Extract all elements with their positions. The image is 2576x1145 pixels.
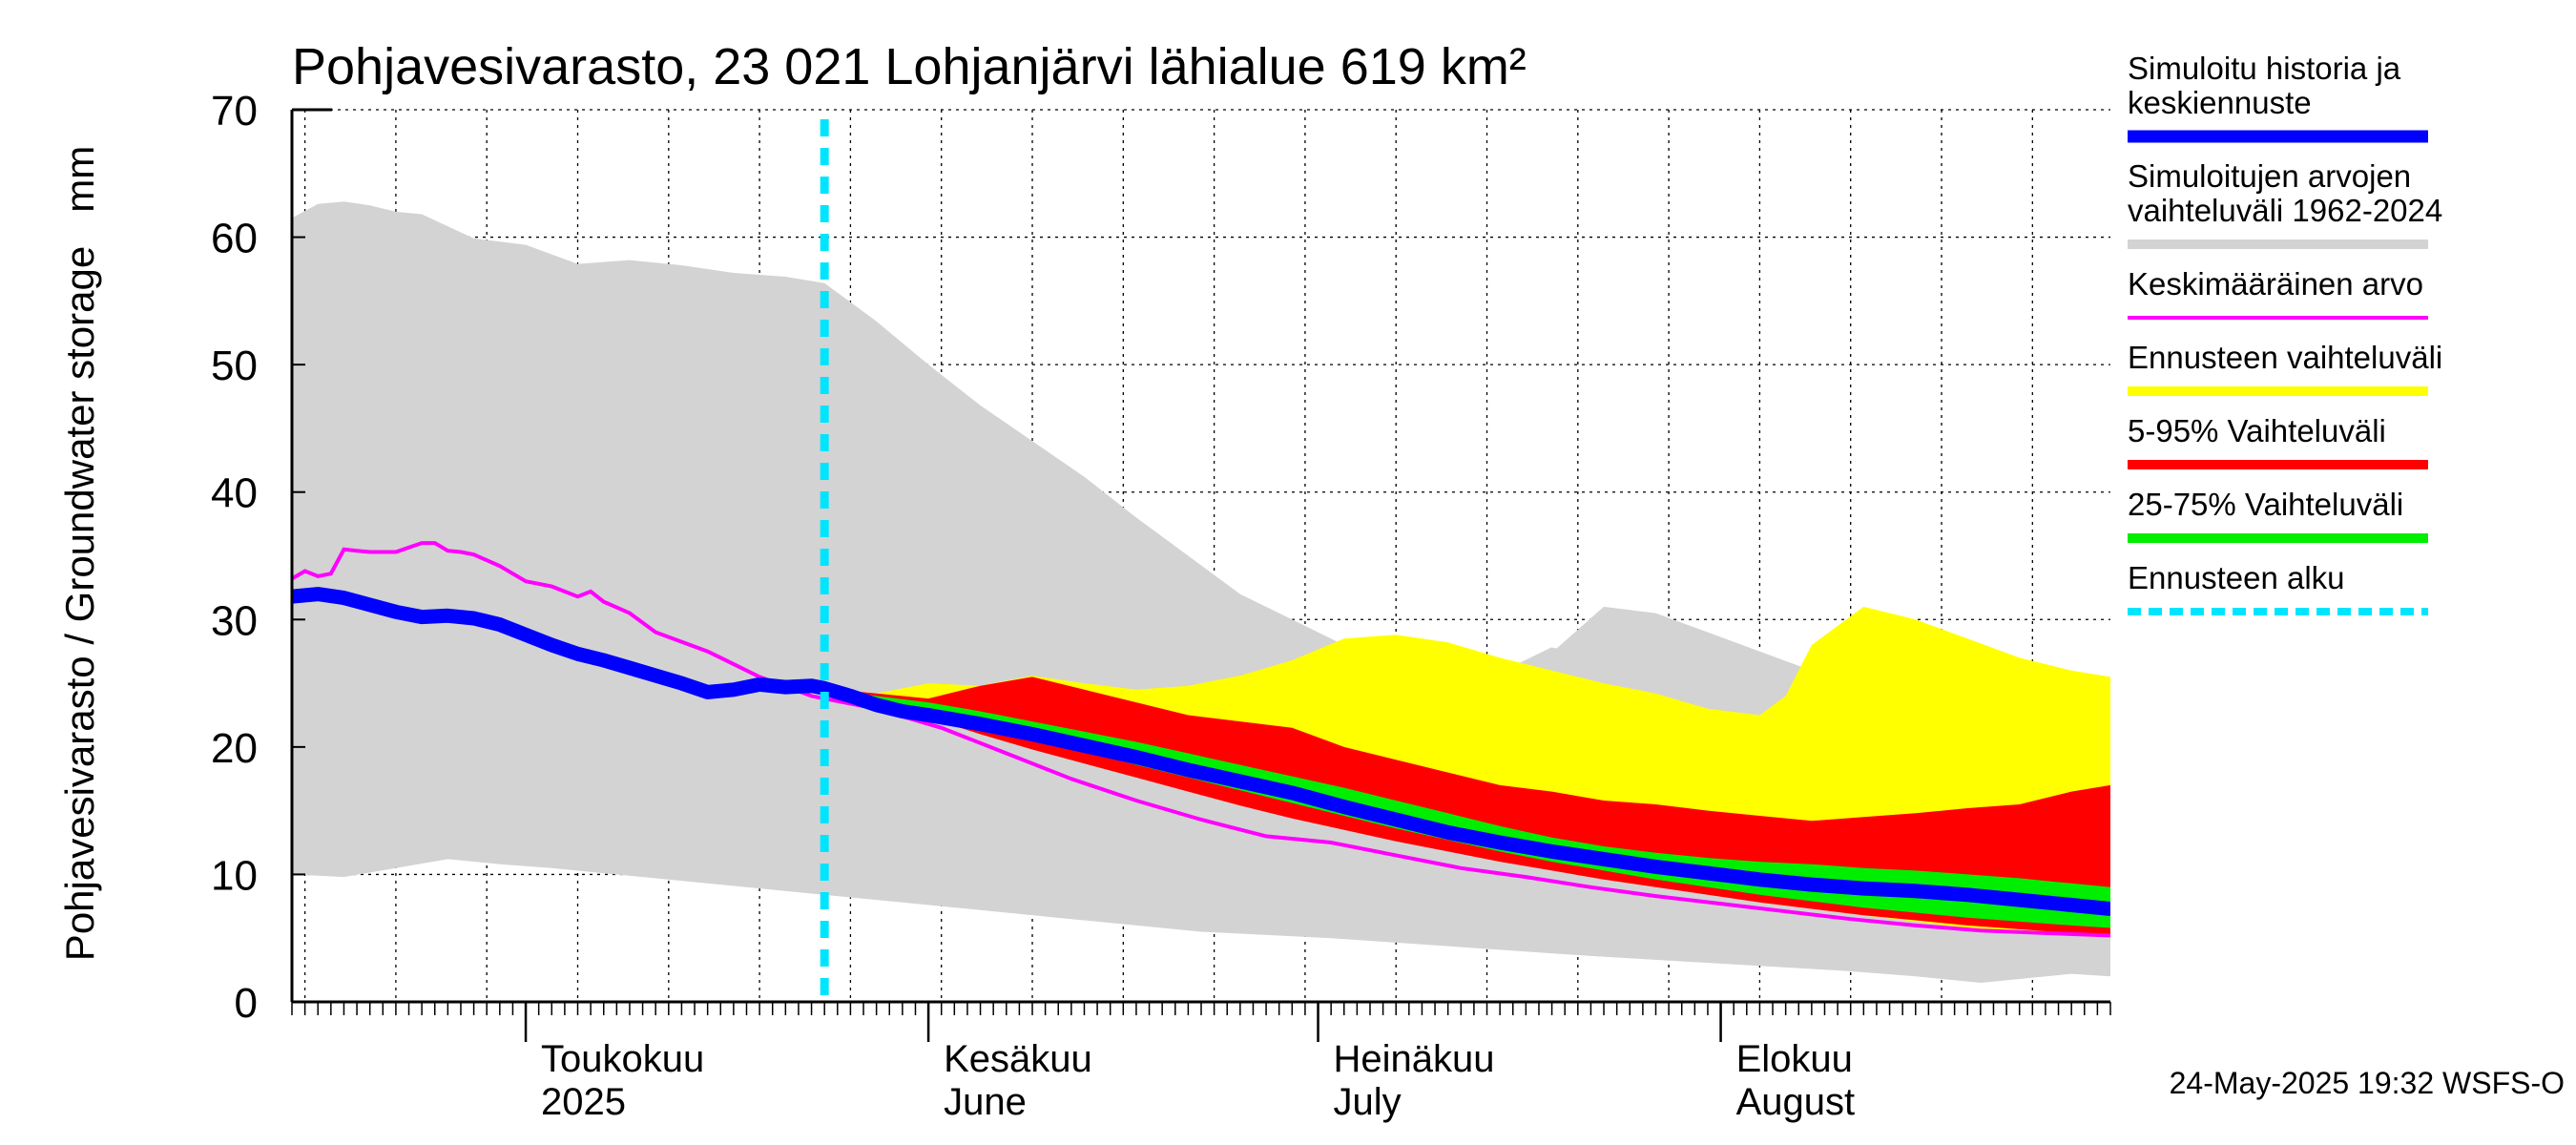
x-month-sublabel: July <box>1334 1081 1402 1123</box>
y-tick-label: 0 <box>235 980 258 1027</box>
y-tick-label: 60 <box>211 216 258 262</box>
chart-title: Pohjavesivarasto, 23 021 Lohjanjärvi läh… <box>292 38 1527 95</box>
legend-label: Ennusteen vaihteluväli <box>2128 340 2442 375</box>
legend-item-p25_75: 25-75% Vaihteluväli <box>2128 487 2428 543</box>
legend-item-p5_95: 5-95% Vaihteluväli <box>2128 413 2428 469</box>
legend-label: 5-95% Vaihteluväli <box>2128 413 2386 448</box>
x-month-sublabel: June <box>944 1081 1027 1123</box>
legend-item-fc_start: Ennusteen alku <box>2128 560 2428 615</box>
x-month-label: Kesäkuu <box>944 1038 1092 1080</box>
timestamp-footer: 24-May-2025 19:32 WSFS-O <box>2170 1066 2565 1100</box>
mean-line <box>292 541 2110 938</box>
bands-layer <box>292 119 2110 1002</box>
y-tick-label: 30 <box>211 597 258 644</box>
legend-label: Simuloitu historia ja <box>2128 51 2401 86</box>
p25-75-area <box>824 688 2110 928</box>
history-forecast-line <box>292 587 2110 916</box>
x-month-sublabel: 2025 <box>541 1081 626 1123</box>
y-tick-labels: 0 10 20 30 40 50 60 70 <box>211 88 258 1027</box>
legend-item-mean: Keskimääräinen arvo <box>2128 266 2428 320</box>
y-tick-label: 10 <box>211 852 258 899</box>
legend-label: 25-75% Vaihteluväli <box>2128 487 2403 522</box>
y-tick-label: 40 <box>211 470 258 517</box>
legend: Simuloitu historia jakeskiennusteSimuloi… <box>2128 51 2442 615</box>
x-month-label: Heinäkuu <box>1334 1038 1495 1080</box>
x-month-sublabel: August <box>1736 1081 1856 1123</box>
y-tick-label: 50 <box>211 343 258 389</box>
axes <box>290 108 2111 1042</box>
legend-label: keskiennuste <box>2128 85 2312 120</box>
y-tick-label: 70 <box>211 88 258 135</box>
legend-label: vaihteluväli 1962-2024 <box>2128 193 2442 228</box>
legend-label: Ennusteen alku <box>2128 560 2345 595</box>
y-axis-label: Pohjavesivarasto / Groundwater storage m… <box>57 146 102 961</box>
legend-label: Simuloitujen arvojen <box>2128 158 2411 194</box>
legend-item-fc_range: Ennusteen vaihteluväli <box>2128 340 2442 396</box>
x-month-label: Toukokuu <box>541 1038 704 1080</box>
legend-label: Keskimääräinen arvo <box>2128 266 2423 302</box>
y-tick-label: 20 <box>211 725 258 772</box>
x-month-label: Elokuu <box>1736 1038 1853 1080</box>
